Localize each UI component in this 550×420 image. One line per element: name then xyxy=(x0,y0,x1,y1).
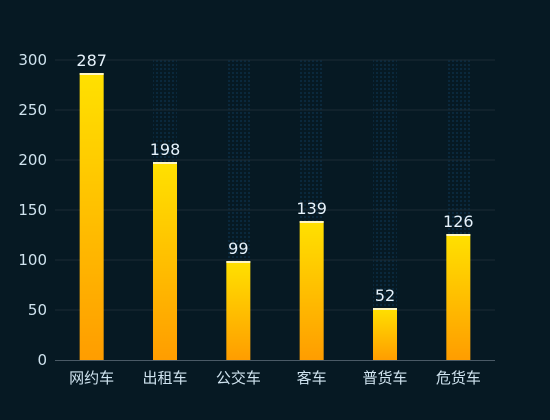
x-axis-tick-labels: 网约车 出租车 公交车 客车 普货车 危货车 xyxy=(69,369,481,387)
data-label: 287 xyxy=(76,51,107,70)
bar[interactable] xyxy=(299,221,324,360)
x-tick-label: 公交车 xyxy=(216,369,261,387)
data-label: 99 xyxy=(228,239,248,258)
data-label: 198 xyxy=(150,140,181,159)
bar-cap xyxy=(79,73,104,75)
bar[interactable] xyxy=(79,73,104,360)
x-tick-label: 出租车 xyxy=(142,369,187,387)
y-tick-label: 300 xyxy=(18,51,47,69)
y-tick-label: 250 xyxy=(18,101,47,119)
x-tick-label: 网约车 xyxy=(69,369,114,387)
bar[interactable] xyxy=(446,234,471,360)
data-label: 139 xyxy=(296,199,327,218)
y-axis-tick-labels: 0 50 100 150 200 250 300 xyxy=(18,51,47,369)
data-labels: 287 198 99 139 52 126 xyxy=(76,51,473,305)
y-tick-label: 50 xyxy=(28,301,47,319)
bar-cap xyxy=(153,162,177,164)
y-tick-label: 200 xyxy=(18,151,47,169)
x-tick-label: 普货车 xyxy=(362,369,407,387)
bar[interactable] xyxy=(373,308,397,360)
data-label: 52 xyxy=(375,286,395,305)
y-tick-label: 150 xyxy=(18,201,47,219)
x-tick-label: 客车 xyxy=(297,369,327,387)
x-tick-label: 危货车 xyxy=(436,369,481,387)
data-label: 126 xyxy=(443,212,474,231)
bar-series xyxy=(79,73,471,360)
bar-cap xyxy=(299,221,324,223)
bar-cap xyxy=(373,308,397,310)
y-tick-label: 0 xyxy=(37,351,47,369)
y-tick-label: 100 xyxy=(18,251,47,269)
bar[interactable] xyxy=(226,261,251,360)
bar-cap xyxy=(446,234,471,236)
y-gridlines xyxy=(55,59,495,311)
bar-cap xyxy=(226,261,251,263)
bar[interactable] xyxy=(153,162,177,360)
